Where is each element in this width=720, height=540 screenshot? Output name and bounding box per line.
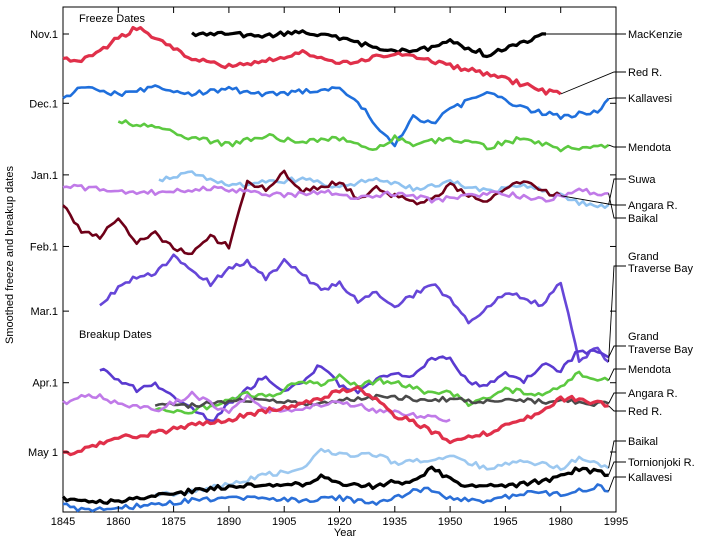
- series-label: Kallavesi: [628, 93, 672, 105]
- series-label: Grand: [628, 331, 659, 343]
- label-leader-line: [608, 405, 626, 412]
- series-label: Traverse Bay: [628, 344, 694, 356]
- y-tick-label: Feb.1: [30, 241, 58, 253]
- series-label: Traverse Bay: [628, 263, 694, 275]
- series-line-mendota-freeze: [117, 119, 610, 153]
- label-leader-line: [608, 345, 626, 358]
- label-leader-line: [560, 195, 626, 206]
- y-tick-label: Dec.1: [29, 98, 58, 110]
- x-tick-label: 1995: [604, 516, 628, 528]
- section-label-breakup: Breakup Dates: [79, 329, 152, 341]
- x-tick-label: 1860: [106, 516, 130, 528]
- y-tick-label: May 1: [28, 447, 58, 459]
- y-tick-label: Mar.1: [30, 306, 58, 318]
- x-tick-label: 1935: [383, 516, 407, 528]
- series-label: Suwa: [628, 174, 656, 186]
- label-leader-line: [608, 193, 626, 219]
- label-leader-line: [608, 368, 626, 381]
- series-label: Red R.: [628, 67, 662, 79]
- label-leader-line: [560, 71, 626, 95]
- label-leader-line: [608, 144, 626, 148]
- x-tick-label: 1845: [51, 516, 75, 528]
- series-line-baikal-breakup: [62, 390, 451, 423]
- series-line-kallavesi-freeze: [62, 84, 610, 148]
- series-label: Grand: [628, 251, 659, 263]
- label-leader-line: [608, 265, 626, 362]
- series-label: Angara R.: [628, 388, 678, 400]
- series-line-baikal-freeze: [62, 183, 609, 204]
- y-axis-title: Smoothed freeze and breakup dates: [4, 166, 16, 344]
- x-tick-label: 1890: [217, 516, 241, 528]
- x-tick-label: 1950: [438, 516, 462, 528]
- series-label: Mendota: [628, 142, 672, 154]
- tick-group: 1845 1860 1875 1890 1905 1920 1935 1950 1965 1980…: [28, 7, 628, 528]
- label-leader-line: [608, 392, 626, 404]
- label-leader-line: [608, 178, 626, 205]
- series-line-red-r-freeze: [62, 25, 562, 96]
- y-tick-label: Nov.1: [30, 29, 58, 41]
- x-tick-label: 1875: [161, 516, 185, 528]
- series-label: Mendota: [628, 364, 672, 376]
- label-leader-line: [608, 461, 626, 476]
- label-leader-line: [608, 440, 626, 469]
- x-tick-label: 1980: [548, 516, 572, 528]
- series-group: [61, 25, 610, 513]
- x-axis-title: Year: [334, 527, 357, 539]
- series-label: MacKenzie: [628, 29, 682, 41]
- series-line-angara-r-freeze: [62, 169, 562, 256]
- y-tick-label: Apr.1: [32, 378, 58, 390]
- x-tick-label: 1920: [327, 516, 351, 528]
- series-line-kallavesi-breakup: [62, 483, 609, 513]
- series-line-mackenzie-freeze: [191, 29, 547, 59]
- series-label: Baikal: [628, 436, 658, 448]
- y-tick-label: Jan.1: [31, 170, 58, 182]
- series-line-red-r-breakup: [62, 385, 609, 457]
- series-label: Angara R.: [628, 200, 678, 212]
- series-label: Baikal: [628, 213, 658, 225]
- series-label-group: MacKenzie Red R. Kallavesi Mendota Suwa Angar…: [546, 29, 695, 492]
- series-label: Kallavesi: [628, 472, 672, 484]
- section-label-freeze: Freeze Dates: [79, 13, 146, 25]
- x-tick-label: 1965: [493, 516, 517, 528]
- series-line-suwa-freeze: [158, 170, 610, 209]
- label-leader-line: [608, 97, 626, 100]
- x-tick-label: 1905: [272, 516, 296, 528]
- series-label: Red R.: [628, 406, 662, 418]
- series-line-angara-r-breakup: [154, 393, 610, 409]
- label-leader-line: [608, 476, 626, 492]
- series-line-mendota-breakup: [154, 370, 610, 415]
- series-label: Tornionjoki R.: [628, 457, 695, 469]
- series-line-grand-traverse-bay-freeze: [99, 253, 610, 363]
- series-line-tornionjoki-r-breakup: [61, 465, 609, 505]
